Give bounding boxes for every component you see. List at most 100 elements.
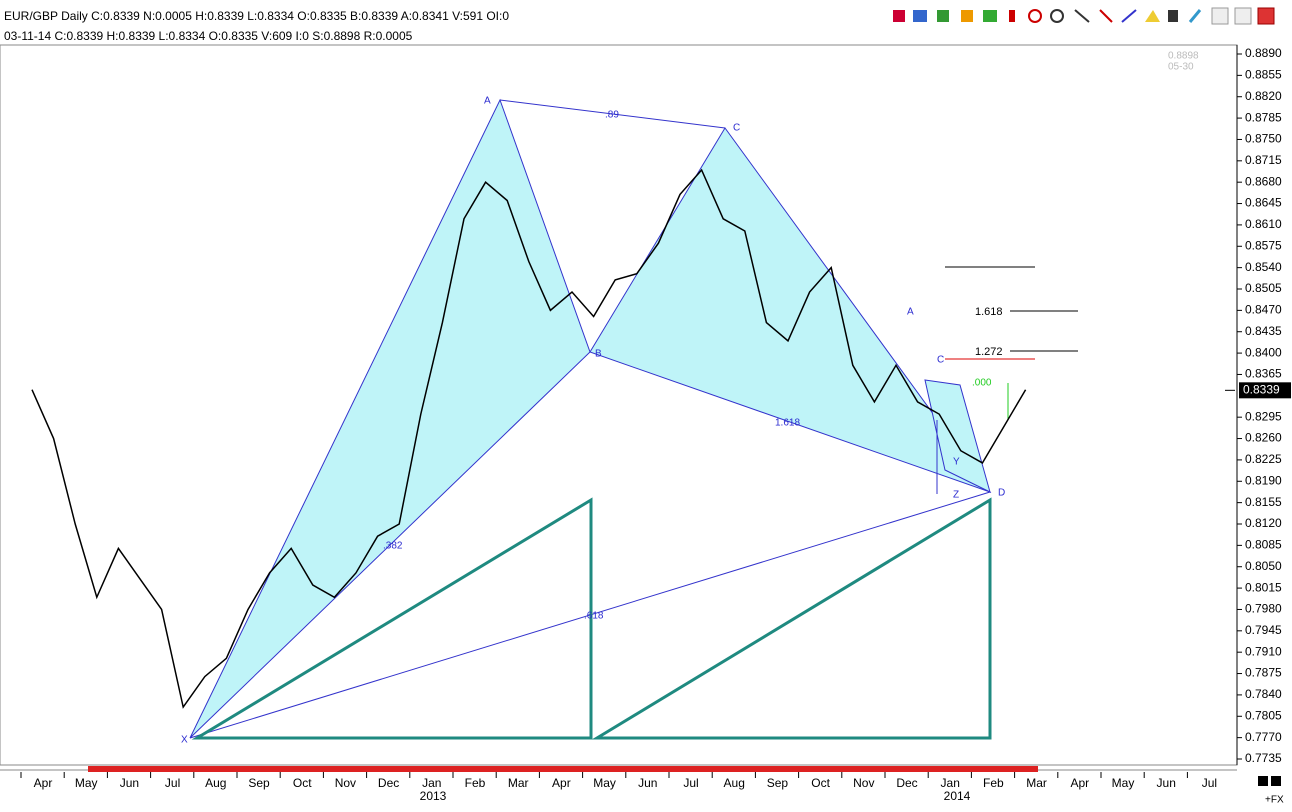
x-tick-label: Mar xyxy=(1026,776,1047,790)
annotation: D xyxy=(998,488,1005,499)
y-tick-label: 0.7770 xyxy=(1245,730,1282,744)
triangle xyxy=(591,497,992,740)
y-tick-label: 0.8015 xyxy=(1245,580,1282,594)
x-tick-label: Dec xyxy=(378,776,399,790)
annotation: A xyxy=(484,96,491,107)
year-label: 2013 xyxy=(420,789,447,803)
last-price-label: 0.8339 xyxy=(1243,382,1280,396)
y-tick-label: 0.8540 xyxy=(1245,260,1282,274)
tool-icon[interactable] xyxy=(893,10,905,22)
y-tick-label: 0.7805 xyxy=(1245,708,1282,722)
tool-icon[interactable] xyxy=(1099,9,1113,23)
pattern xyxy=(189,98,1078,740)
tool-icon[interactable] xyxy=(913,10,927,22)
x-tick-label: Jan xyxy=(941,776,960,790)
pattern-area xyxy=(589,127,992,494)
y-tick-label: 0.8400 xyxy=(1245,345,1282,359)
annotations: A .89 C B 1.618 .382 .618 X D A C 1.618 … xyxy=(181,51,1199,746)
y-tick-label: 0.8190 xyxy=(1245,473,1282,487)
annotation: C xyxy=(733,123,740,134)
corner-label: 05-30 xyxy=(1168,62,1194,73)
y-tick-label: 0.8645 xyxy=(1245,196,1282,210)
y-tick-label: 0.8680 xyxy=(1245,174,1282,188)
x-tick-label: May xyxy=(75,776,98,790)
tool-icon[interactable] xyxy=(1168,10,1178,22)
x-tick-label: Dec xyxy=(896,776,917,790)
corner-icon[interactable] xyxy=(1271,776,1281,786)
y-tick-label: 0.8610 xyxy=(1245,217,1282,231)
y-tick-label: 0.7945 xyxy=(1245,623,1282,637)
y-tick-label: 0.8050 xyxy=(1245,559,1282,573)
tool-icon[interactable] xyxy=(1050,9,1064,23)
tool-icon[interactable] xyxy=(1145,10,1160,22)
x-tick-label: Aug xyxy=(205,776,226,790)
tool-icon[interactable] xyxy=(1121,9,1137,23)
volume-strip xyxy=(88,766,1038,772)
x-tick-label: Feb xyxy=(465,776,486,790)
tool-icon[interactable] xyxy=(1009,10,1015,22)
y-tick-label: 0.8505 xyxy=(1245,281,1282,295)
y-tick-label: 0.8365 xyxy=(1245,367,1282,381)
y-tick-label: 0.8575 xyxy=(1245,238,1282,252)
chart-subtitle: 03-11-14 C:0.8339 H:0.8339 L:0.8334 O:0.… xyxy=(4,29,413,43)
triangle xyxy=(191,497,593,740)
y-tick-label: 0.7980 xyxy=(1245,602,1282,616)
y-tick-label: 0.8470 xyxy=(1245,303,1282,317)
x-tick-label: Apr xyxy=(34,776,53,790)
annotation: B xyxy=(595,349,602,360)
x-tick-label: Oct xyxy=(811,776,830,790)
tool-icon[interactable] xyxy=(1028,9,1042,23)
pattern-area xyxy=(189,98,591,739)
y-tick-label: 0.8155 xyxy=(1245,495,1282,509)
x-tick-label: Jul xyxy=(683,776,698,790)
x-tick-label: May xyxy=(593,776,616,790)
corner-label: 0.8898 xyxy=(1168,51,1199,62)
year-label: 2014 xyxy=(944,789,971,803)
x-tick-label: Aug xyxy=(724,776,745,790)
annotation: .382 xyxy=(383,541,403,552)
x-tick-label: Nov xyxy=(335,776,356,790)
annotation: 1.618 xyxy=(975,306,1003,318)
tool-icon[interactable] xyxy=(937,10,949,22)
close-button[interactable] xyxy=(1257,7,1275,25)
y-tick-label: 0.8225 xyxy=(1245,452,1282,466)
annotation: 1.272 xyxy=(975,346,1003,358)
x-tick-label: Sep xyxy=(767,776,789,790)
x-tick-label: Mar xyxy=(508,776,529,790)
x-tick-label: Nov xyxy=(853,776,874,790)
tool-icon[interactable] xyxy=(983,10,997,22)
x-tick-label: Jun xyxy=(120,776,139,790)
x-tick-label: Feb xyxy=(983,776,1004,790)
y-tick-label: 0.7735 xyxy=(1245,751,1282,765)
y-tick-label: 0.8120 xyxy=(1245,516,1282,530)
annotation: 1.618 xyxy=(775,418,800,429)
pattern-line xyxy=(499,99,726,129)
tool-icon[interactable] xyxy=(1188,9,1202,23)
y-tick-label: 0.8890 xyxy=(1245,46,1282,60)
x-tick-label: Jun xyxy=(1157,776,1176,790)
chart-title: EUR/GBP Daily C:0.8339 N:0.0005 H:0.8339… xyxy=(4,9,509,23)
x-tick-label: Sep xyxy=(248,776,270,790)
footer-label: +FX xyxy=(1265,795,1284,806)
y-tick-label: 0.8260 xyxy=(1245,431,1282,445)
maximize-button[interactable] xyxy=(1234,7,1252,25)
annotation: X xyxy=(181,735,188,746)
y-tick-label: 0.8785 xyxy=(1245,110,1282,124)
x-tick-label: Apr xyxy=(1070,776,1089,790)
x-tick-label: Jan xyxy=(422,776,441,790)
tool-icon[interactable] xyxy=(1074,9,1090,23)
annotation: .000 xyxy=(972,378,992,389)
x-tick-label: May xyxy=(1112,776,1135,790)
tool-icon[interactable] xyxy=(961,10,973,22)
price-line xyxy=(31,168,1027,709)
y-tick-label: 0.8295 xyxy=(1245,409,1282,423)
minimize-button[interactable] xyxy=(1211,7,1229,25)
corner-icon[interactable] xyxy=(1258,776,1268,786)
x-tick-label: Jun xyxy=(638,776,657,790)
y-tick-label: 0.7875 xyxy=(1245,666,1282,680)
y-tick-label: 0.8715 xyxy=(1245,153,1282,167)
toolbar xyxy=(893,7,1275,25)
annotation: Y xyxy=(953,457,960,468)
